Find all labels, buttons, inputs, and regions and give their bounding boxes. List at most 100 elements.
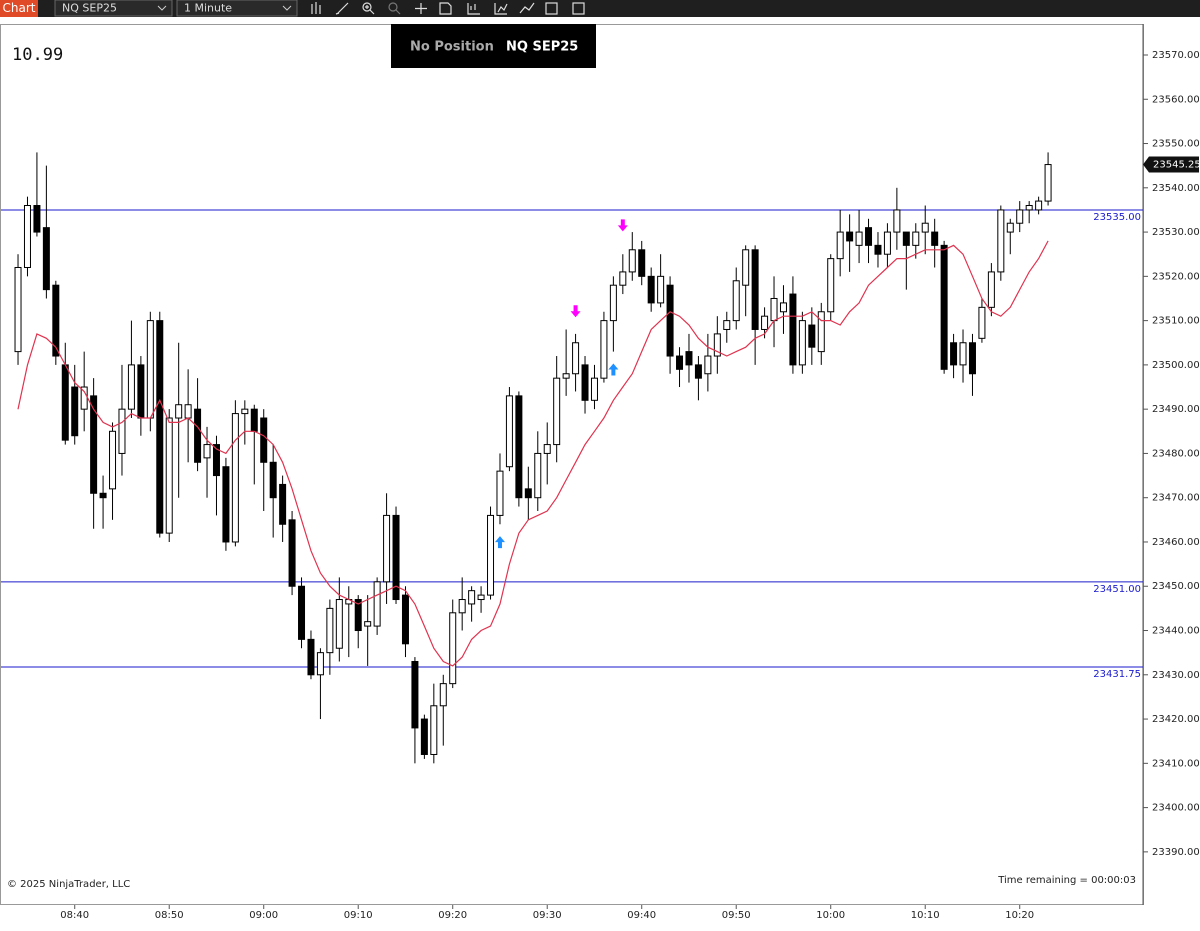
dropdown-arrow [157,5,167,11]
position-instrument: NQ SEP25 [506,40,578,55]
candle-body [33,205,41,233]
candle-body [496,470,504,516]
x-tick-label: 10:10 [911,910,940,921]
candle-body [487,514,495,596]
instrument-select[interactable] [54,0,173,17]
candle-body [647,275,655,304]
candle-body [628,249,636,273]
candle-body [354,599,362,632]
copyright: © 2025 NinjaTrader, LLC [7,879,130,890]
candle-body [770,297,778,322]
candle-body [184,404,192,419]
candle-body [789,293,797,366]
counter: 10.99 [12,45,63,65]
candle-body [250,408,258,432]
candle-body [61,364,69,441]
candle-body [798,320,806,366]
candle-body [298,585,306,640]
candle-body [14,266,22,353]
candle-body [241,408,249,415]
candle-body [590,377,598,401]
candle-body [212,444,220,477]
candle-body [543,444,551,454]
candle-body [874,244,882,255]
candle-body [865,227,873,246]
candle-body [364,621,372,627]
y-tick-label: 23450.00 [1152,581,1200,592]
candle-body [222,466,230,543]
candle-body [553,377,561,446]
candle-body [109,430,117,490]
candle-body [42,227,50,291]
y-tick-label: 23410.00 [1152,758,1200,769]
candle-body [846,231,854,242]
candle-body [383,514,391,583]
candle-body [987,271,995,308]
toolbar-icons[interactable] [311,2,585,15]
candle-body [619,271,627,286]
x-tick-label: 10:00 [816,910,845,921]
candle-body [1006,222,1014,233]
candle-body [137,364,145,419]
candle-body [761,315,769,330]
chart-tab-label: Chart [3,1,36,15]
candle-body [1035,200,1043,211]
y-tick-label: 23500.00 [1152,360,1200,371]
dropdown-arrow [282,5,292,11]
candle-body [1044,164,1052,202]
candle-body [449,612,457,685]
candle-body [156,320,164,534]
position-box [391,24,596,68]
candle-body [99,492,107,499]
candle-body [978,306,986,339]
candle-body [685,351,693,366]
candle-body [1025,205,1033,211]
candle-body [175,404,183,419]
candle-body [127,364,135,410]
candle-body [439,683,447,707]
trade-marker [617,219,628,232]
x-tick-label: 09:10 [344,910,373,921]
candle-body [742,249,750,286]
candle-body [279,483,287,525]
y-tick-label: 23440.00 [1152,626,1200,637]
y-tick-label: 23390.00 [1152,847,1200,858]
candle-body [883,231,891,255]
interval-select[interactable] [176,0,298,17]
toolbar [0,0,1200,17]
y-tick-label: 23530.00 [1152,227,1200,238]
candle-body [326,607,334,654]
chart-tab[interactable] [0,0,38,17]
x-tick-label: 09:20 [438,910,467,921]
candle-body [468,590,476,605]
candle-body [71,386,79,437]
candle-body [458,599,466,614]
y-tick-label: 23560.00 [1152,94,1200,105]
candle-body [694,364,702,379]
candle-body [524,488,532,499]
y-tick-label: 23570.00 [1152,50,1200,61]
y-tick-label: 23460.00 [1152,537,1200,548]
candle-body [921,222,929,233]
candle-body [600,320,608,379]
candle-body [505,395,513,468]
candle-body [118,408,126,454]
candle-body [260,417,268,463]
x-tick-label: 09:40 [627,910,656,921]
candle-body [430,705,438,755]
x-tick-label: 08:50 [155,910,184,921]
y-tick-label: 23430.00 [1152,670,1200,681]
candle-body [316,652,324,676]
candle-body [817,311,825,353]
candle-body [940,244,948,370]
candle-body [931,231,939,246]
candle-body [959,342,967,366]
candle-body [713,333,721,357]
interval-label: 1 Minute [184,2,232,15]
candle-body [269,461,277,499]
candle-body [477,594,485,601]
y-tick-label: 23510.00 [1152,316,1200,327]
time-remaining: Time remaining = 00:00:03 [997,875,1136,886]
price-level-label: 23431.75 [1093,669,1141,680]
candle-body [335,599,343,649]
